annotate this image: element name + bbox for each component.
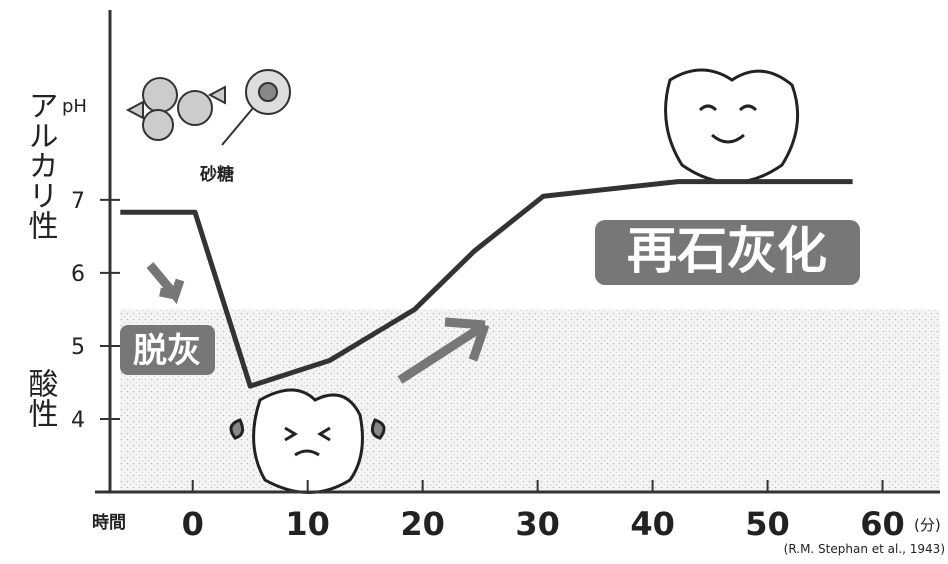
demineralization-label: 脱灰 (133, 331, 201, 371)
happy-tooth (664, 68, 800, 184)
candy-icon (125, 69, 291, 146)
x-label: 時間 (92, 512, 126, 533)
y-tick-label: 6 (71, 262, 85, 287)
demineral-box: 脱灰 (120, 325, 215, 375)
remineral-box: 再石灰化 (595, 220, 860, 285)
crying-tooth (229, 388, 386, 494)
x-unit: (分) (914, 516, 941, 534)
arrow-up (397, 317, 490, 384)
remineralization-label: 再石灰化 (627, 222, 827, 280)
x-tick-label: 10 (285, 505, 330, 543)
y-tick-label: 4 (71, 408, 85, 433)
x-tick-label: 20 (400, 505, 445, 543)
ph-curve (120, 179, 853, 389)
x-tick-label: 40 (630, 505, 675, 543)
x-tick-label: 30 (515, 505, 560, 543)
sugar-label: 砂糖 (200, 164, 234, 185)
y-tick-label: 7 (71, 189, 85, 214)
acid-zone (120, 309, 940, 492)
x-tick-label: 50 (745, 505, 790, 543)
y-label-top: アルカリ性 (23, 90, 59, 240)
y-tick-label: 5 (71, 335, 85, 360)
y-label-bottom: 酸性 (23, 368, 59, 428)
arrow-down (146, 262, 185, 305)
x-tick-label: 0 (182, 505, 204, 543)
source: (R.M. Stephan et al., 1943) (784, 542, 945, 556)
y-unit: pH (62, 96, 87, 117)
x-tick-label: 60 (860, 505, 905, 543)
